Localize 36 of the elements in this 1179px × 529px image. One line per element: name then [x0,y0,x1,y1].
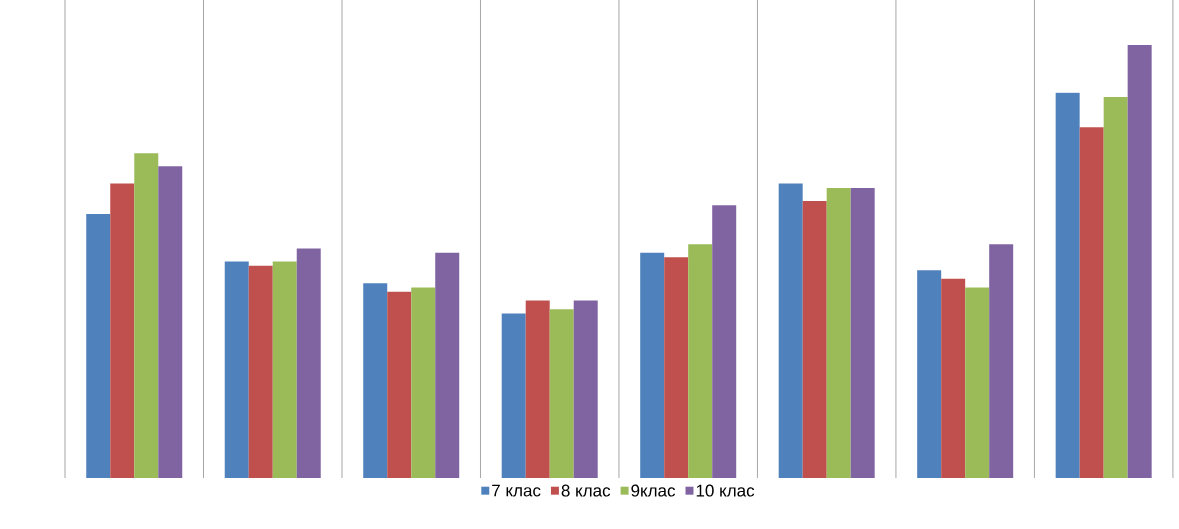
bar [989,244,1014,478]
legend-label: 10 клас [696,484,755,497]
bar [387,291,412,478]
bar [778,183,803,478]
bar [573,300,598,478]
bar [224,261,249,478]
bar [712,205,737,478]
bar [158,166,183,478]
legend-label: 8 клас [561,484,611,497]
bar [525,300,550,478]
bar [549,309,574,478]
bar [501,313,526,478]
bar [640,252,665,478]
bar [411,287,436,478]
legend-label: 7 клас [492,484,541,497]
bar [826,187,851,478]
bar [941,278,966,478]
bar [248,265,273,478]
bar [296,248,321,478]
bar [1127,45,1152,478]
bar [1055,92,1080,478]
bar [363,283,388,478]
bar [688,244,713,478]
bar [86,213,111,478]
bar [802,200,827,478]
bar [134,153,159,478]
bar [1079,127,1104,478]
bar [965,287,990,478]
legend-label: 9клас [631,484,676,497]
bar [664,257,689,478]
bar [1103,96,1128,478]
bar [435,252,460,478]
bar [110,183,135,478]
bar [850,187,875,478]
bar [917,270,942,478]
bar [272,261,297,478]
